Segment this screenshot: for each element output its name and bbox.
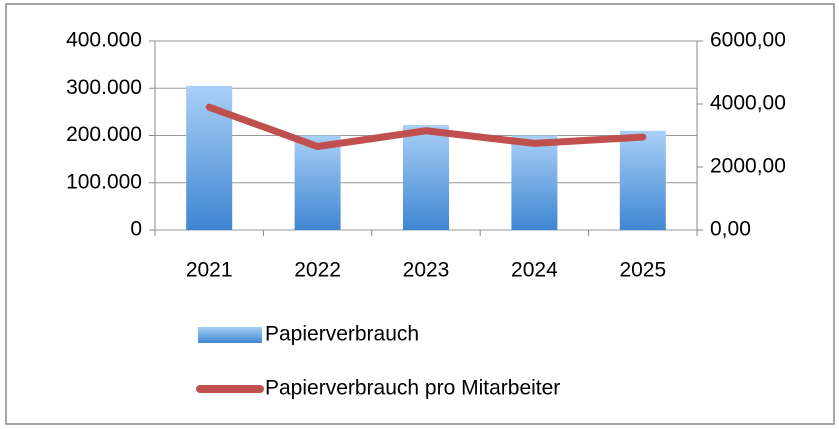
legend-label: Papierverbrauch pro Mitarbeiter [265,377,560,400]
x-tick-label: 2021 [186,259,233,282]
bar [511,135,558,230]
bar [294,135,341,230]
y-tick-label: 100.000 [66,170,142,193]
y-tick-label: 300.000 [66,76,142,99]
bar [403,125,449,230]
y-tick-label: 200.000 [66,123,142,146]
y-tick-label: 0 [130,218,142,241]
y2-tick-label: 2000,00 [710,155,786,178]
x-tick-label: 2025 [619,259,666,282]
legend-swatch [198,327,262,343]
y-tick-label: 400.000 [66,29,142,52]
x-tick-label: 2022 [294,259,341,282]
x-tick-label: 2023 [403,259,450,282]
y2-tick-label: 6000,00 [710,29,786,52]
y2-tick-label: 4000,00 [710,92,786,115]
legend-label: Papierverbrauch [265,323,419,346]
line [205,103,647,151]
bar [619,130,666,230]
x-tick-label: 2024 [511,259,558,282]
y2-tick-label: 0,00 [710,218,751,241]
